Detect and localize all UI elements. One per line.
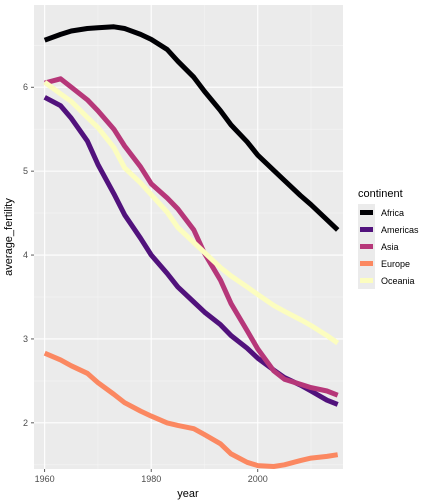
- series-lines: [43, 24, 340, 469]
- y-tick-label: 2: [23, 418, 28, 428]
- series-line-africa: [43, 24, 340, 232]
- x-tick-label: 1960: [35, 474, 55, 484]
- x-tick-label: 2000: [248, 474, 268, 484]
- legend-label-asia: Asia: [381, 242, 399, 252]
- series-line-europe: [43, 350, 339, 469]
- legend: continent Africa Americas Asia Europe Oceani…: [358, 188, 419, 289]
- legend-items: Africa Americas Asia Europe Oceania: [358, 204, 419, 289]
- legend-label-oceania: Oceania: [381, 276, 415, 286]
- y-axis-ticks: 2 3 4 5 6: [23, 82, 34, 428]
- y-tick-label: 5: [23, 166, 28, 176]
- legend-label-africa: Africa: [381, 208, 404, 218]
- x-tick-label: 1980: [141, 474, 161, 484]
- series-line-oceania: [43, 80, 340, 346]
- y-tick-label: 4: [23, 250, 28, 260]
- y-axis-title: average_fertility: [3, 198, 15, 276]
- x-axis-title: year: [177, 488, 199, 500]
- series-line-asia: [44, 76, 339, 398]
- x-axis-ticks: 1960 1980 2000: [35, 469, 268, 484]
- legend-label-europe: Europe: [381, 259, 410, 269]
- major-gridlines: [34, 5, 343, 469]
- legend-label-americas: Americas: [381, 225, 419, 235]
- y-tick-label: 3: [23, 334, 28, 344]
- legend-title: continent: [358, 188, 403, 200]
- y-tick-label: 6: [23, 82, 28, 92]
